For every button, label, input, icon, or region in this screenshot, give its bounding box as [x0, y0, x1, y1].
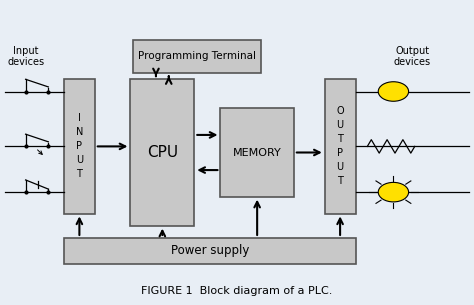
- FancyBboxPatch shape: [325, 79, 356, 214]
- Text: Programming Terminal: Programming Terminal: [138, 52, 255, 61]
- FancyBboxPatch shape: [130, 79, 194, 226]
- Text: O
U
T
P
U
T: O U T P U T: [336, 106, 344, 186]
- FancyBboxPatch shape: [133, 40, 261, 73]
- Text: MEMORY: MEMORY: [233, 148, 282, 157]
- Circle shape: [378, 182, 409, 202]
- FancyBboxPatch shape: [64, 238, 356, 264]
- Text: I
N
P
U
T: I N P U T: [76, 113, 83, 179]
- Text: Power supply: Power supply: [171, 244, 249, 257]
- Text: CPU: CPU: [147, 145, 178, 160]
- Text: Output
devices: Output devices: [394, 46, 431, 67]
- FancyBboxPatch shape: [64, 79, 95, 214]
- FancyBboxPatch shape: [220, 108, 294, 197]
- Text: Input
devices: Input devices: [8, 46, 45, 67]
- Text: FIGURE 1  Block diagram of a PLC.: FIGURE 1 Block diagram of a PLC.: [141, 286, 333, 296]
- Circle shape: [378, 82, 409, 101]
